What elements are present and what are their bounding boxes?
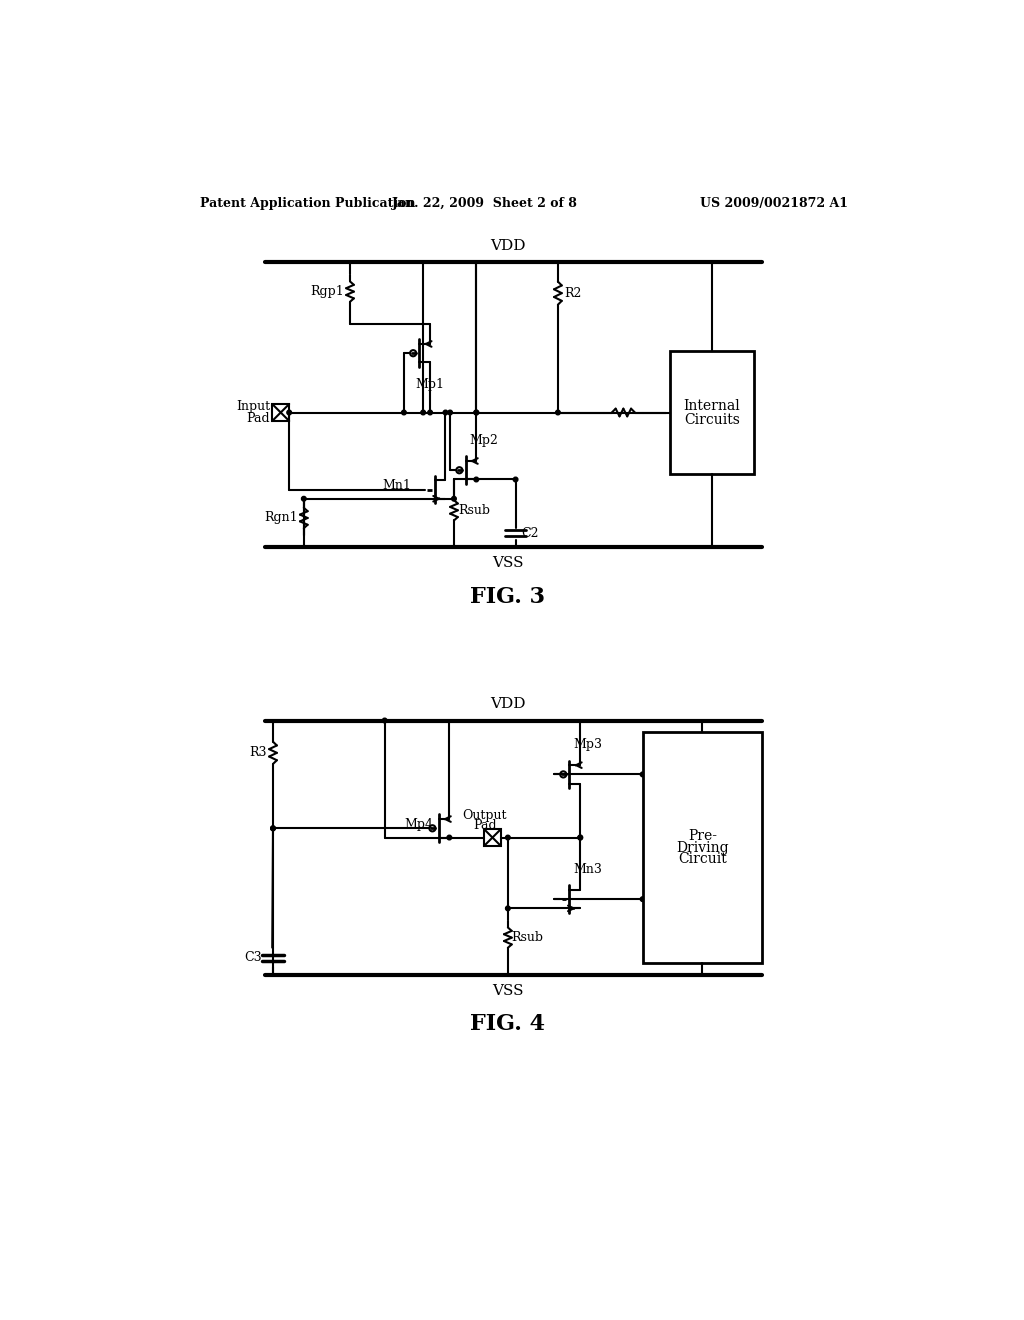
Circle shape: [474, 478, 478, 482]
Circle shape: [401, 411, 407, 414]
Text: FIG. 3: FIG. 3: [470, 586, 546, 607]
Text: VDD: VDD: [490, 697, 525, 711]
Text: Internal: Internal: [684, 400, 740, 413]
Text: Patent Application Publication: Patent Application Publication: [200, 197, 416, 210]
Text: Mn1: Mn1: [383, 479, 412, 492]
Text: R3: R3: [250, 746, 267, 759]
Text: Mp2: Mp2: [469, 434, 499, 447]
Bar: [484, 829, 501, 846]
Bar: [643, 733, 762, 964]
Circle shape: [556, 411, 560, 414]
Text: Rsub: Rsub: [458, 504, 489, 517]
Text: Jan. 22, 2009  Sheet 2 of 8: Jan. 22, 2009 Sheet 2 of 8: [392, 197, 578, 210]
Circle shape: [640, 772, 645, 776]
Circle shape: [287, 411, 292, 414]
Text: Pad: Pad: [473, 820, 497, 832]
Circle shape: [640, 896, 645, 902]
Text: Mn3: Mn3: [573, 863, 602, 876]
Text: VSS: VSS: [493, 983, 523, 998]
Text: VDD: VDD: [490, 239, 525, 253]
Circle shape: [270, 826, 275, 830]
Text: C3: C3: [245, 952, 262, 964]
Circle shape: [506, 836, 510, 840]
Circle shape: [443, 411, 447, 414]
Text: Output: Output: [463, 809, 507, 822]
Text: Rgp1: Rgp1: [310, 285, 344, 298]
Circle shape: [382, 718, 387, 723]
Text: Mp4: Mp4: [403, 818, 433, 832]
Text: FIG. 4: FIG. 4: [470, 1014, 546, 1035]
Circle shape: [506, 906, 510, 911]
Bar: [272, 404, 289, 421]
Text: Rsub: Rsub: [512, 931, 544, 944]
Circle shape: [447, 411, 453, 414]
Circle shape: [452, 496, 457, 502]
Bar: [670, 351, 755, 474]
Circle shape: [270, 826, 275, 830]
Circle shape: [578, 836, 583, 840]
Text: US 2009/0021872 A1: US 2009/0021872 A1: [700, 197, 848, 210]
Text: Mp3: Mp3: [573, 738, 602, 751]
Circle shape: [428, 411, 432, 414]
Circle shape: [447, 836, 452, 840]
Text: Pad: Pad: [247, 412, 270, 425]
Text: R2: R2: [564, 286, 582, 300]
Text: Driving: Driving: [676, 841, 729, 854]
Text: Mp1: Mp1: [416, 378, 444, 391]
Circle shape: [301, 496, 306, 502]
Circle shape: [474, 411, 478, 414]
Text: C2: C2: [521, 527, 540, 540]
Circle shape: [421, 411, 425, 414]
Circle shape: [474, 411, 478, 414]
Text: Pre-: Pre-: [688, 829, 717, 843]
Circle shape: [513, 478, 518, 482]
Text: Rgn1: Rgn1: [264, 511, 298, 524]
Circle shape: [578, 836, 583, 840]
Text: Circuit: Circuit: [678, 853, 727, 866]
Text: Input: Input: [236, 400, 270, 413]
Text: VSS: VSS: [493, 557, 523, 570]
Text: Circuits: Circuits: [684, 413, 740, 428]
